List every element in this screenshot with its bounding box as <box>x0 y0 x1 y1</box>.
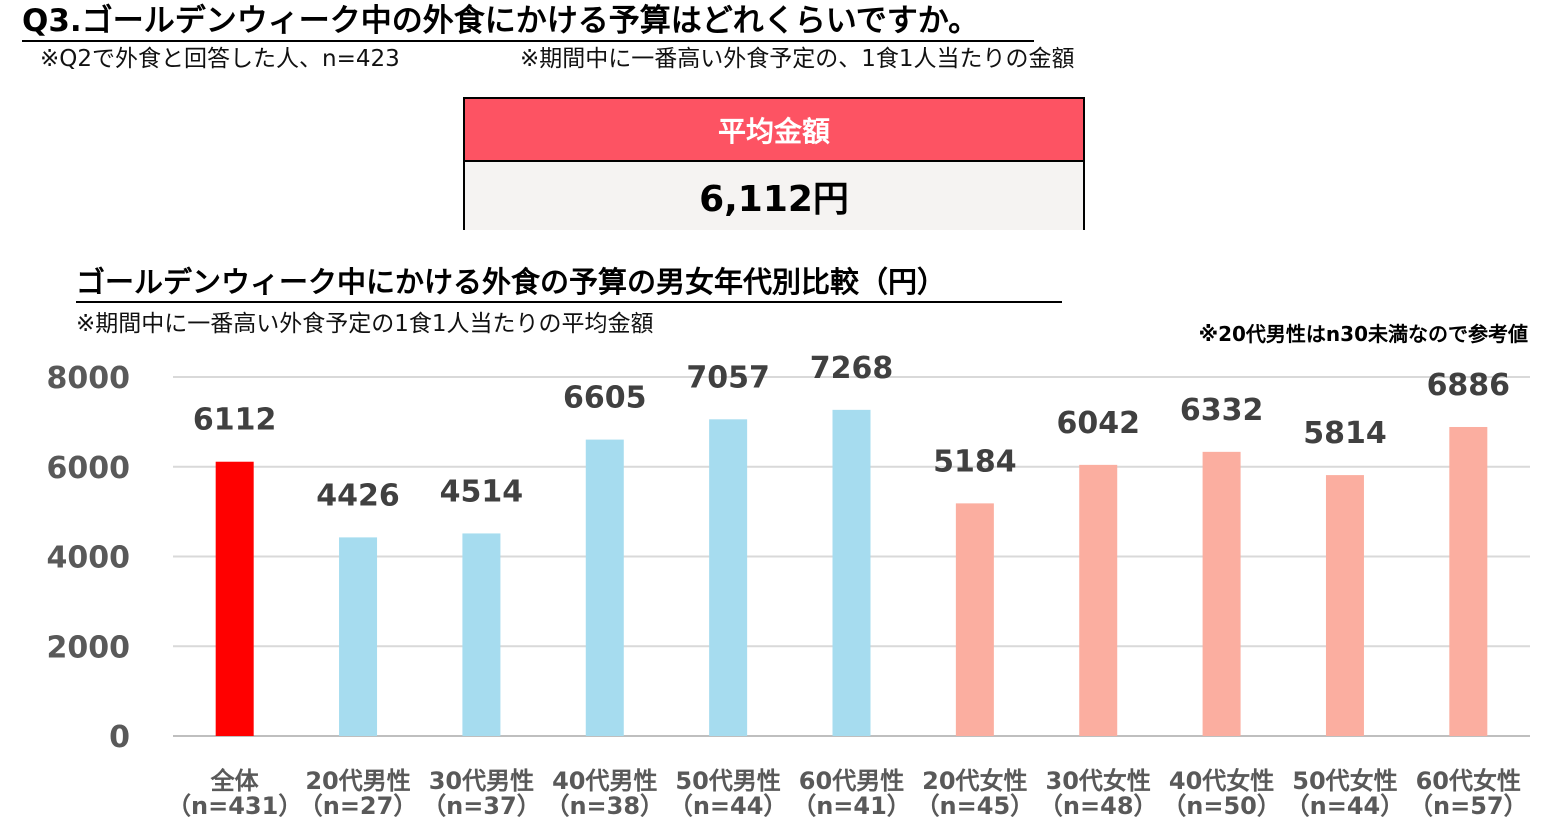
average-amount-value: 6,112円 <box>465 162 1083 230</box>
respondent-note: ※Q2で外食と回答した人、n=423 <box>40 46 400 72</box>
bar <box>339 537 378 736</box>
x-category-label: 20代女性 <box>922 767 1027 795</box>
bar <box>955 503 994 736</box>
x-sample-size-label: （n=44） <box>669 792 788 820</box>
x-category-label: 30代女性 <box>1046 767 1151 795</box>
x-sample-size-label: （n=57） <box>1409 792 1528 820</box>
x-category-label: 全体 <box>210 767 260 795</box>
x-sample-size-label: （n=431） <box>167 792 302 820</box>
x-category-label: 50代女性 <box>1292 767 1397 795</box>
bar <box>709 419 748 736</box>
bar <box>462 533 501 736</box>
y-tick-label: 8000 <box>47 361 131 396</box>
data-label: 7268 <box>810 351 894 386</box>
comparison-title: ゴールデンウィーク中にかける外食の予算の男女年代別比較（円） <box>76 265 947 299</box>
y-tick-label: 2000 <box>47 630 131 665</box>
average-amount-label: 平均金額 <box>465 99 1083 162</box>
comparison-note: ※期間中に一番高い外食予定の1食1人当たりの平均金額 <box>76 311 654 337</box>
data-label: 5184 <box>933 444 1017 479</box>
bar <box>1325 475 1364 736</box>
bar <box>1449 426 1488 736</box>
reference-value-note: ※20代男性はn30未満なので参考値 <box>1198 322 1528 346</box>
x-category-label: 30代男性 <box>429 767 534 795</box>
data-label: 6605 <box>563 381 647 416</box>
x-sample-size-label: （n=45） <box>916 792 1035 820</box>
x-sample-size-label: （n=44） <box>1286 792 1405 820</box>
bar <box>585 439 624 736</box>
x-category-label: 50代男性 <box>675 767 780 795</box>
title-underline <box>22 40 1034 42</box>
bar <box>215 461 254 736</box>
y-tick-label: 4000 <box>47 541 131 576</box>
data-label: 4426 <box>316 478 400 513</box>
x-sample-size-label: （n=38） <box>545 792 664 820</box>
y-tick-label: 6000 <box>47 451 131 486</box>
data-label: 4514 <box>440 474 524 509</box>
x-sample-size-label: （n=48） <box>1039 792 1158 820</box>
average-amount-box: 平均金額 6,112円 <box>463 97 1085 230</box>
bar <box>1202 451 1241 736</box>
data-label: 7057 <box>686 360 770 395</box>
x-category-label: 60代男性 <box>799 767 904 795</box>
bar <box>1079 464 1118 736</box>
amount-note: ※期間中に一番高い外食予定の、1食1人当たりの金額 <box>520 46 1075 72</box>
data-label: 6112 <box>193 403 277 438</box>
x-category-label: 20代男性 <box>305 767 410 795</box>
y-tick-label: 0 <box>109 720 130 755</box>
data-label: 6042 <box>1056 406 1140 441</box>
data-label: 5814 <box>1303 416 1387 451</box>
x-sample-size-label: （n=41） <box>792 792 911 820</box>
x-sample-size-label: （n=27） <box>299 792 418 820</box>
page-title: Q3.ゴールデンウィーク中の外食にかける予算はどれくらいですか。 <box>22 3 980 39</box>
bar <box>832 409 871 736</box>
data-label: 6886 <box>1427 368 1511 403</box>
data-label: 6332 <box>1180 393 1264 428</box>
x-category-label: 60代女性 <box>1416 767 1521 795</box>
x-sample-size-label: （n=37） <box>422 792 541 820</box>
x-sample-size-label: （n=50） <box>1162 792 1281 820</box>
comparison-title-underline <box>76 301 1062 303</box>
x-category-label: 40代女性 <box>1169 767 1274 795</box>
x-category-label: 40代男性 <box>552 767 657 795</box>
